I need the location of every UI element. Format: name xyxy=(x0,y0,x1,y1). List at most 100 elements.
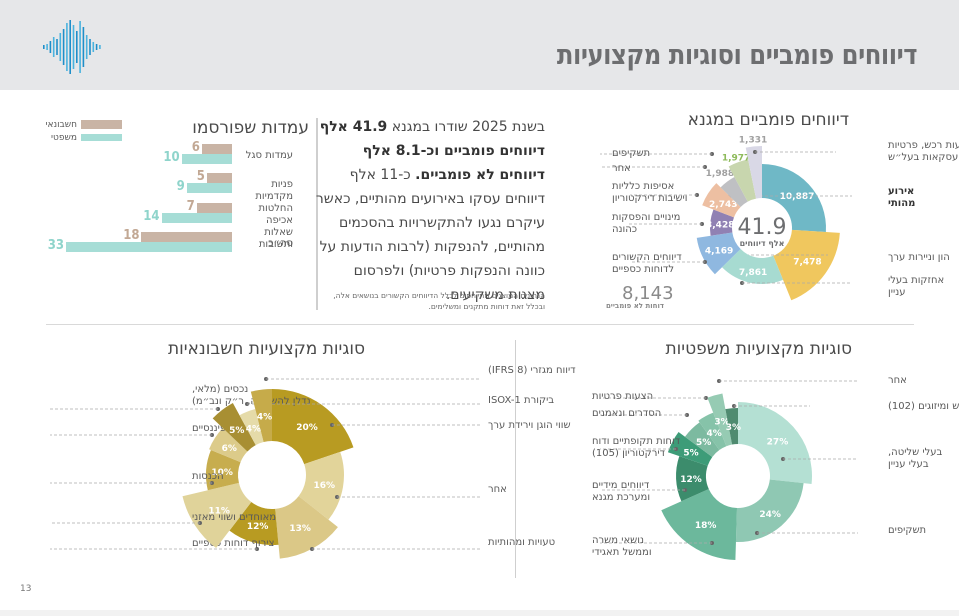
bar-category-label: עמדות סגל xyxy=(245,150,293,161)
donut-slice xyxy=(738,402,812,485)
logo-bar xyxy=(69,20,71,74)
slice-category-label: בעלי שליטה, xyxy=(888,447,943,458)
donut-slice xyxy=(272,389,354,465)
slice-value-label: 6% xyxy=(222,444,237,454)
slice-category-label: דיווחים הקשורים xyxy=(612,252,682,263)
donut-slice xyxy=(745,146,762,199)
slice-category-label: מינויים והפסקות xyxy=(612,212,680,223)
logo-bar xyxy=(66,23,68,71)
slice-value-label: 1,331 xyxy=(739,135,767,145)
slice-category-label: לדוחות כספיים xyxy=(612,264,674,275)
slice-category-label: צירוף דוחות כספיים xyxy=(192,538,275,549)
legal-topics-title: סוגיות מקצועיות משפטיות xyxy=(665,339,853,359)
slice-category-label: הסדרים ונאמנים xyxy=(592,408,661,419)
slice-category-label: אסיפות כלליות xyxy=(612,181,674,192)
donut-slice xyxy=(762,164,826,233)
bar-value-label: 33 xyxy=(47,238,64,253)
bar-value-label: 9 xyxy=(176,179,185,194)
slice-value-label: 27% xyxy=(767,438,789,448)
bar-category-label: פניות מקדמיות xyxy=(255,179,293,202)
summary-intro: בשנת 2025 שודרו במגנא xyxy=(387,119,545,135)
bar-legal xyxy=(186,183,232,193)
logo-bar xyxy=(92,42,95,52)
slice-value-label: 24% xyxy=(759,510,781,520)
donut-slice xyxy=(250,389,272,443)
section-divider xyxy=(46,324,914,325)
slice-category-label: שווי הוגן וירידת ערך xyxy=(488,420,571,431)
slice-value-label: 12% xyxy=(247,522,269,532)
logo-bar xyxy=(49,41,52,53)
slice-category-label: ומערכת מגנא xyxy=(592,492,650,503)
slice-value-label: 10,887 xyxy=(780,192,815,202)
slice-value-label: 16% xyxy=(313,481,335,491)
slice-category-label: כהונה xyxy=(612,224,637,235)
logo-bar xyxy=(95,44,98,50)
logo-bar xyxy=(76,31,78,63)
slice-category-label: אחזקות בעלי xyxy=(888,275,944,286)
slice-category-label: דירקטוריון (105) xyxy=(592,448,666,459)
soundwave-logo-icon xyxy=(43,20,101,74)
page-header: דיווחים פומביים וסוגיות מקצועיות xyxy=(0,0,959,90)
slice-value-label: 2,743 xyxy=(709,200,737,210)
donut-slice xyxy=(275,496,338,559)
slice-category-label: נדלן להשקעה, ר״ק ונב״מ) xyxy=(192,396,311,407)
bar-legal xyxy=(161,213,232,223)
slice-category-label: ביקורת ISOX-1 xyxy=(488,395,554,406)
donut-slice xyxy=(725,408,738,445)
slice-category-label: אחר xyxy=(888,375,907,386)
legend-label: משפטי xyxy=(51,133,77,143)
donut-slice xyxy=(684,422,720,457)
logo-bar xyxy=(82,27,85,67)
bar-value-label: 5 xyxy=(196,169,205,184)
slice-value-label: 3% xyxy=(726,423,741,433)
summary-bold: 41.9 אלף דיווחים פומביים וכ-8.1 אלף דיוו… xyxy=(319,119,545,183)
slice-value-label: 1,977 xyxy=(722,154,750,164)
slice-value-label: 5% xyxy=(696,438,711,448)
slice-value-label: 5% xyxy=(229,426,244,436)
slice-category-label: אירוע xyxy=(888,186,914,197)
donut-slice xyxy=(710,209,734,236)
slice-category-label: עניין xyxy=(888,287,905,298)
slice-category-label: אחר xyxy=(488,484,507,495)
slice-value-label: 10% xyxy=(211,468,233,478)
donut-slice xyxy=(728,159,757,202)
donut-slice xyxy=(667,431,713,466)
slice-category-label: דיווח מגזרי (IFRS 8) xyxy=(488,365,576,376)
public-reports-title: דיווחים פומביים במגנא xyxy=(687,110,849,130)
bar-value-label: 14 xyxy=(143,209,160,224)
bar-legal xyxy=(181,154,232,164)
slice-value-label: 4,169 xyxy=(705,246,733,256)
slice-value-label: 3,428 xyxy=(706,221,734,231)
bar-accounting xyxy=(201,144,232,154)
bar-legal xyxy=(66,242,232,252)
divider xyxy=(316,118,318,310)
slice-category-label: הון וניירות ערך xyxy=(888,252,950,263)
donut-slice xyxy=(298,451,344,520)
slice-category-label: נכסים (מלאי, xyxy=(192,384,248,395)
slice-category-label: הצעות רכש, פרטיות xyxy=(888,140,959,151)
legend-label: חשבונאי xyxy=(45,120,77,130)
slice-value-label: 7,861 xyxy=(739,268,767,278)
bar-category-label: סה״כ xyxy=(268,238,293,249)
donut-slice xyxy=(698,412,727,450)
donut-slice xyxy=(182,482,252,549)
slice-value-label: 20% xyxy=(296,423,318,433)
slice-value-label: 7,478 xyxy=(793,258,821,268)
page-title: דיווחים פומביים וסוגיות מקצועיות xyxy=(556,40,918,71)
slice-category-label: מהותי xyxy=(888,198,915,209)
summary-rest: כ-11 אלף דיווחים עסקו באירועים מהותיים, … xyxy=(315,167,545,303)
slice-category-label: הצעות פרטיות xyxy=(592,391,653,402)
bar-accounting xyxy=(196,203,232,213)
slice-category-label: דוחות תקופתיים ודוח xyxy=(592,436,681,447)
donut-slice xyxy=(239,409,264,446)
slice-value-label: 13% xyxy=(289,524,311,534)
slice-value-label: 5% xyxy=(683,448,698,458)
slice-category-label: אחר xyxy=(612,163,631,174)
non-public-label: דוחות לא פומביים xyxy=(605,302,664,310)
slice-value-label: 4% xyxy=(706,429,721,439)
logo-bar xyxy=(79,21,81,73)
slice-value-label: 18% xyxy=(695,521,717,531)
logo-bar xyxy=(59,33,62,61)
